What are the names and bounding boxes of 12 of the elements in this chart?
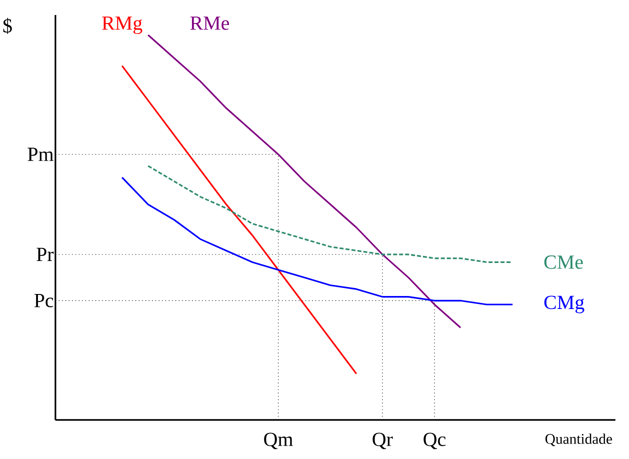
x-tick-label: Qc bbox=[424, 432, 446, 450]
series-label: CMe bbox=[544, 255, 583, 269]
series-label: CMg bbox=[544, 296, 584, 314]
series-label: RMe bbox=[190, 16, 229, 30]
x-tick-label: Qm bbox=[264, 432, 293, 450]
ref-line-label: Pr bbox=[36, 248, 54, 261]
x-axis-title: Quantidade bbox=[545, 434, 612, 446]
ref-line-label: Pc bbox=[34, 294, 54, 308]
x-tick-label: Qr bbox=[372, 432, 393, 450]
ref-line-label: Pm bbox=[28, 148, 54, 161]
series-label: RMg bbox=[102, 16, 142, 34]
y-axis-title: $ bbox=[3, 18, 12, 34]
